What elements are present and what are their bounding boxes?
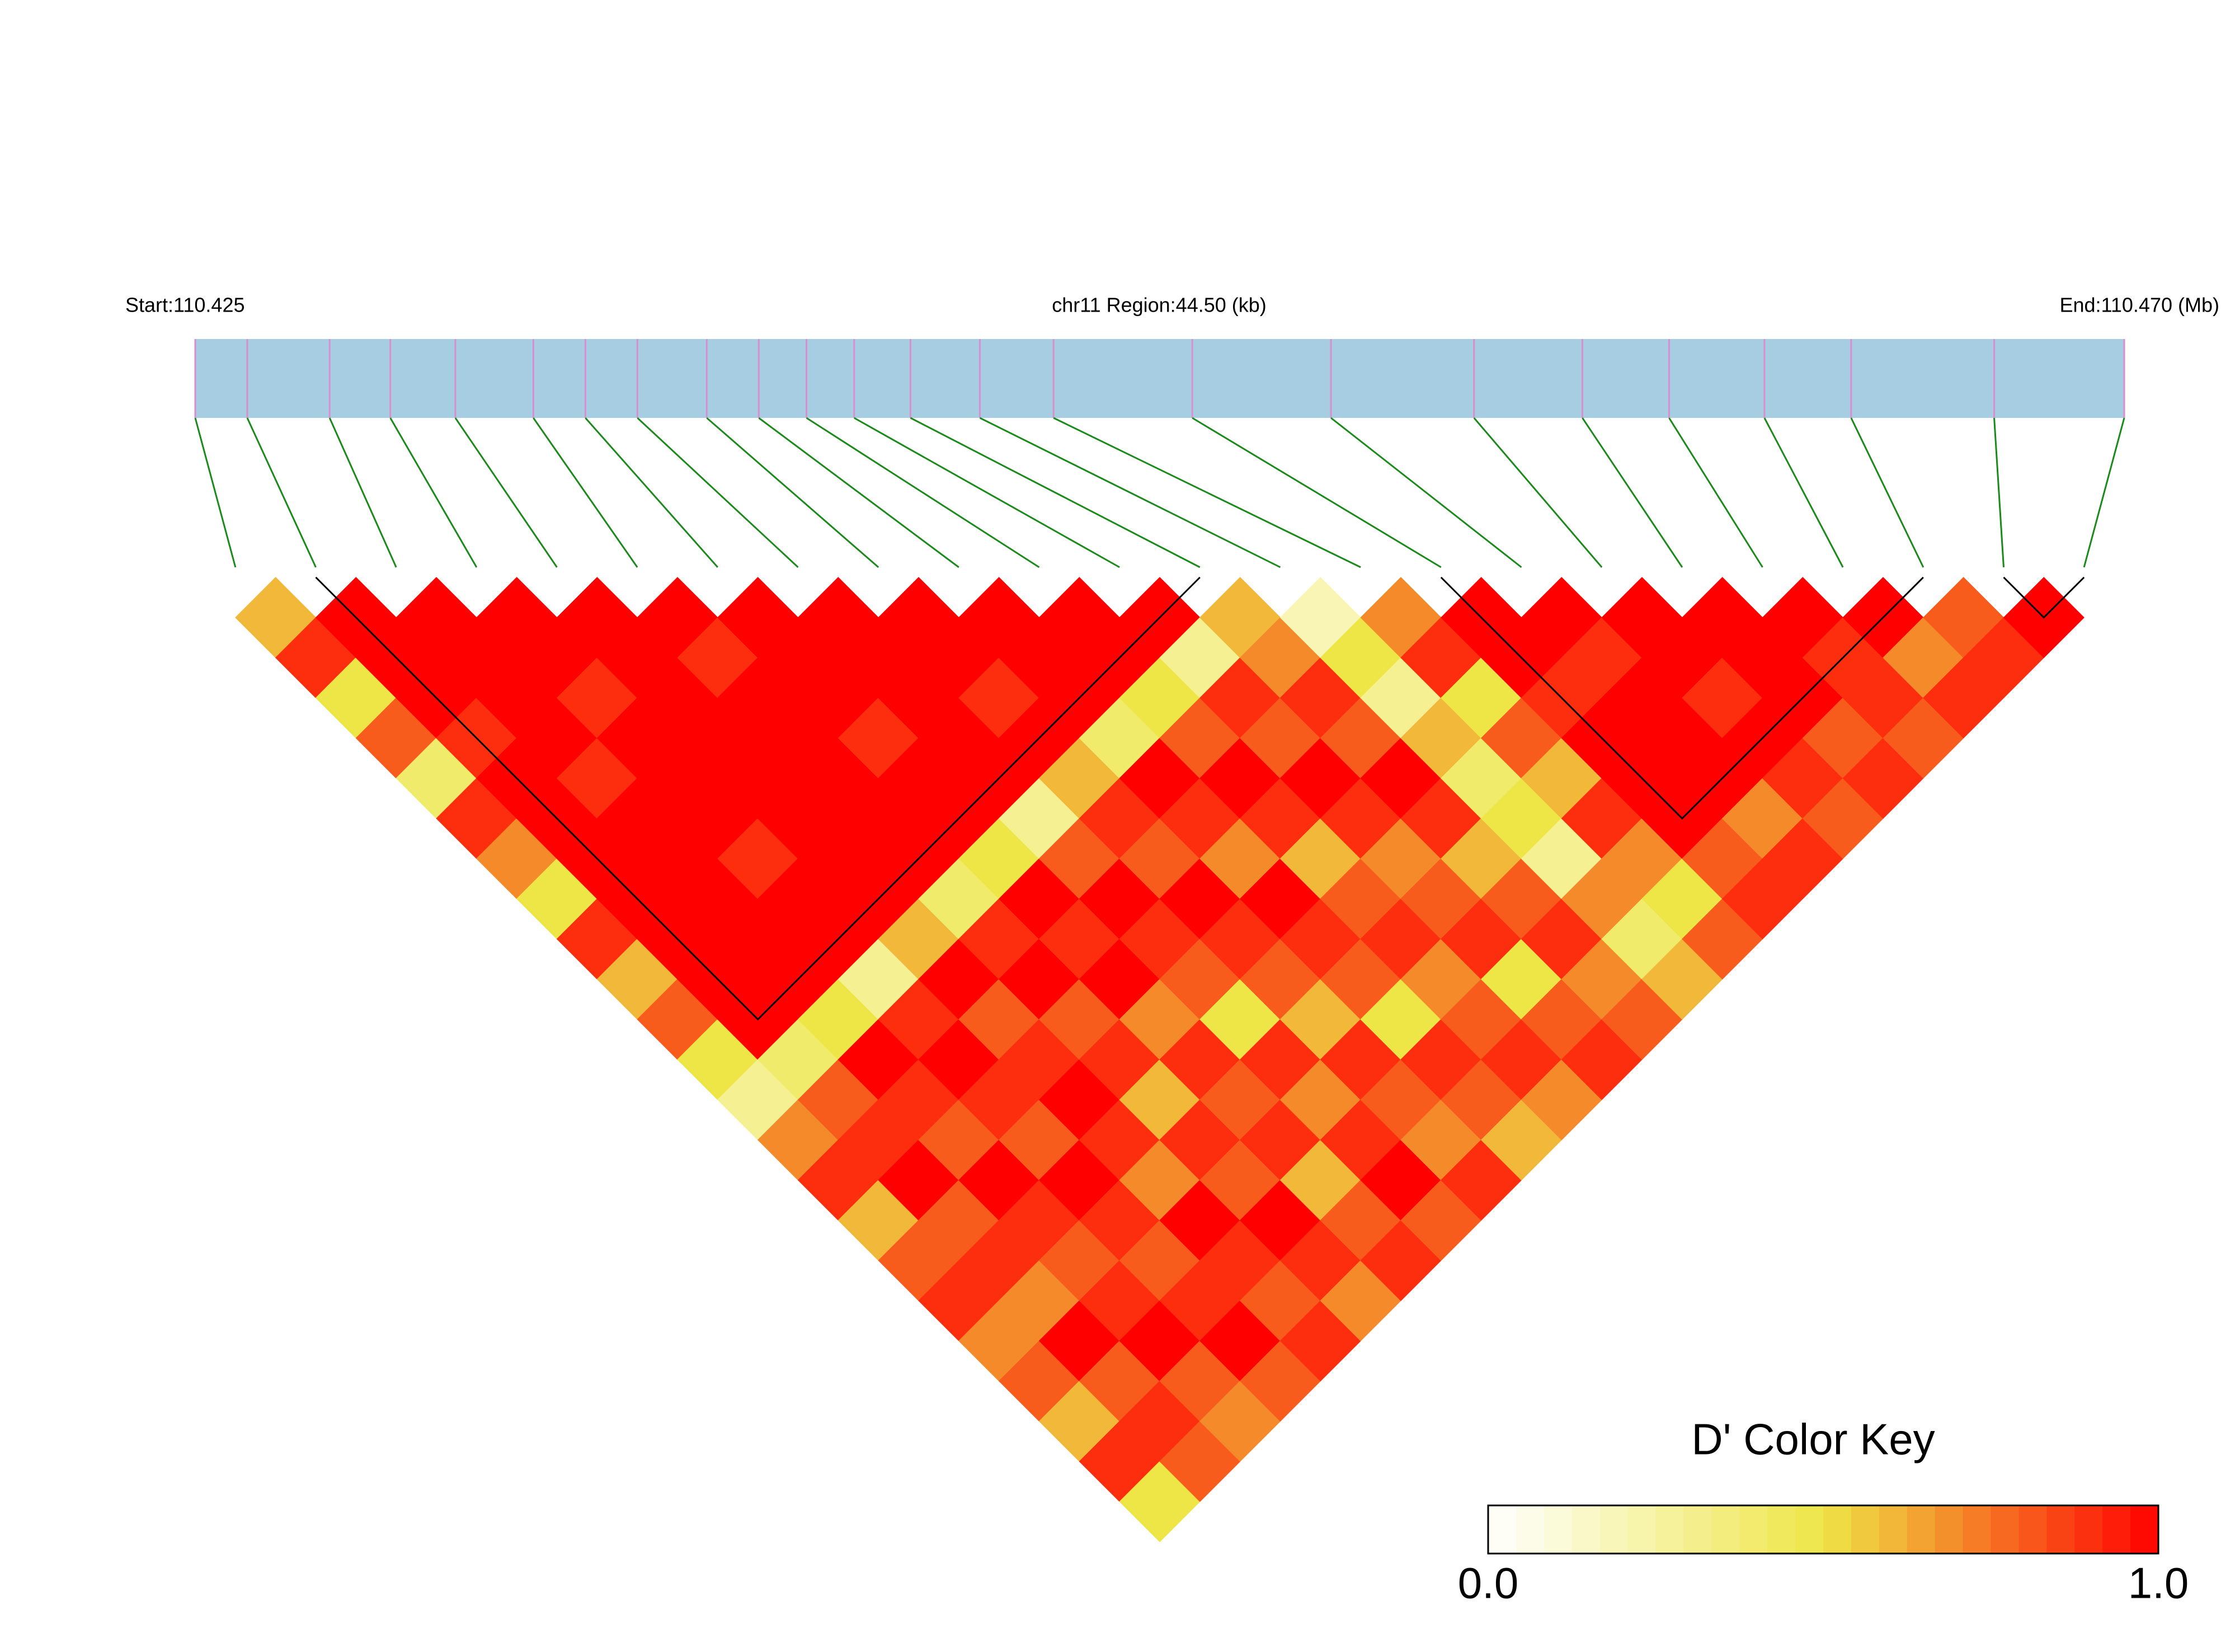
snp-link <box>1993 417 2005 568</box>
colorbar-segment <box>1935 1505 1964 1554</box>
ld-block-outline <box>1440 576 1924 820</box>
position-bar <box>195 339 2124 418</box>
colorbar-segment <box>2046 1505 2075 1554</box>
colorbar-segment <box>1991 1505 2019 1554</box>
colorbar-tick-label: 0.0 <box>1458 1559 1518 1608</box>
colorbar-segment <box>1907 1505 1936 1554</box>
snp-link <box>328 417 397 568</box>
colorbar-segment <box>2074 1505 2103 1554</box>
snp-link <box>1053 417 1361 568</box>
colorbar-segment <box>2130 1505 2159 1554</box>
snp-link <box>194 417 237 568</box>
snp-link <box>1582 417 1683 568</box>
snp-link <box>2083 417 2125 568</box>
snp-link <box>979 417 1281 568</box>
colorbar-segment <box>1879 1505 1908 1554</box>
snp-link <box>1763 417 1844 568</box>
colorbar-segment <box>1599 1505 1629 1554</box>
snp-link <box>246 417 317 568</box>
colorbar-segment <box>1627 1505 1656 1554</box>
snp-link <box>1850 417 1925 568</box>
colorbar-segment <box>1516 1505 1545 1554</box>
end-label: End:110.470 (Mb) <box>2059 294 2219 317</box>
snp-link <box>806 417 1040 568</box>
region-label: chr11 Region:44.50 (kb) <box>1052 294 1267 317</box>
snp-link <box>758 417 959 568</box>
colorbar-segment <box>1739 1505 1768 1554</box>
colorbar-segment <box>1767 1505 1796 1554</box>
ld-block-outline <box>315 576 1201 1021</box>
colorbar-segment <box>2102 1505 2131 1554</box>
snp-link <box>1668 417 1763 568</box>
snp-link <box>585 417 718 568</box>
colorbar-title: D' Color Key <box>1691 1415 1935 1464</box>
colorbar-segment <box>2018 1505 2047 1554</box>
colorbar-segment <box>1711 1505 1740 1554</box>
snp-link <box>706 417 879 568</box>
snp-link <box>533 417 638 568</box>
snp-link <box>854 417 1120 568</box>
snp-link <box>1192 417 1442 568</box>
colorbar-segment <box>1571 1505 1601 1554</box>
snp-link <box>389 417 478 568</box>
colorbar-segment <box>1823 1505 1852 1554</box>
colorbar-segment <box>1963 1505 1991 1554</box>
colorbar-segment <box>1795 1505 1824 1554</box>
snp-link <box>910 417 1201 568</box>
colorbar-segment <box>1544 1505 1573 1554</box>
colorbar-tick-label: 1.0 <box>2128 1559 2189 1608</box>
start-label: Start:110.425 <box>125 294 245 317</box>
snp-link <box>454 417 558 568</box>
colorbar-segment <box>1851 1505 1880 1554</box>
snp-link <box>1330 417 1522 568</box>
colorbar-segment <box>1655 1505 1684 1554</box>
colorbar-segment <box>1683 1505 1712 1554</box>
snp-link <box>637 417 799 568</box>
colorbar-segment <box>1488 1505 1517 1554</box>
snp-link <box>1473 417 1603 568</box>
ld-block-outline <box>2003 576 2085 619</box>
colorbar-frame <box>1487 1504 2159 1555</box>
